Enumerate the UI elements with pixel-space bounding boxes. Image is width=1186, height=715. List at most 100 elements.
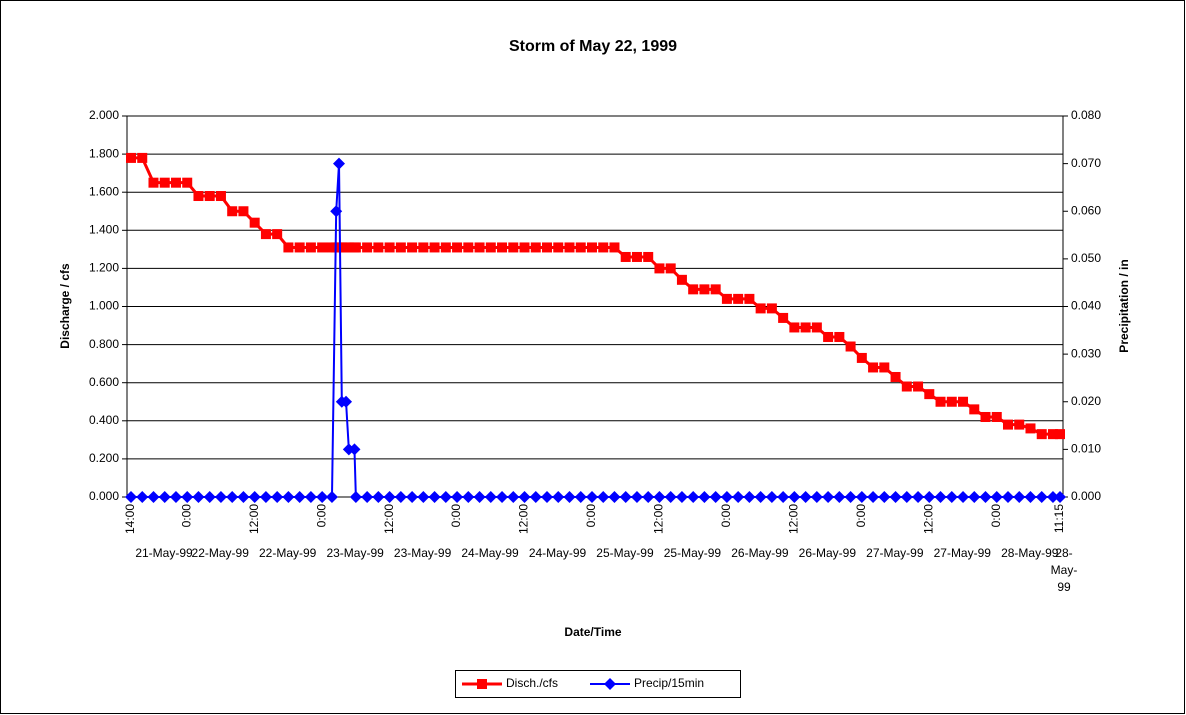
x-axis-title: Date/Time [564,625,621,639]
data-point [260,229,271,240]
x-tick-date: 24-May-99 [528,546,587,560]
data-point [463,242,474,253]
data-point [754,491,767,503]
data-point [237,491,250,503]
y-tick-label: 0.600 [89,375,119,389]
data-point [361,491,374,503]
data-point [643,251,654,262]
data-point [743,491,756,503]
data-point [452,242,463,253]
data-point [519,242,530,253]
data-point [901,381,912,392]
data-point [934,491,947,503]
data-point [1002,419,1013,430]
data-point [563,491,576,503]
data-point [214,491,227,503]
data-point [586,242,597,253]
y2-tick-label: 0.000 [1071,489,1101,503]
data-point [529,491,542,503]
x-tick-label: 14:00 [123,504,137,534]
x-tick-label: 12:00 [247,504,261,534]
data-point [585,491,598,503]
data-point [675,491,688,503]
data-point [283,242,294,253]
x-tick-label: 12:00 [652,504,666,534]
data-point [496,491,509,503]
data-point [879,362,890,373]
data-point [170,177,181,188]
y2-axis-title: Precipitation / in [1117,259,1131,352]
data-point [384,242,395,253]
data-point [304,491,317,503]
data-point [856,352,867,363]
data-point [552,491,565,503]
data-point [159,177,170,188]
y2-tick-label: 0.010 [1071,442,1101,456]
x-tick-date: 23-May-99 [393,546,452,560]
data-point [1035,491,1048,503]
data-point [317,242,328,253]
x-tick-label: 0:00 [179,504,193,528]
y-tick-label: 2.000 [89,108,119,122]
data-point [238,206,249,217]
data-point [935,396,946,407]
data-point [889,491,902,503]
data-point [215,191,226,202]
data-point [1025,423,1036,434]
data-point [946,396,957,407]
data-point [1047,429,1058,440]
data-point [969,404,980,415]
data-point [913,381,924,392]
data-point [193,191,204,202]
data-point [855,491,868,503]
x-tick-label: 11:15 [1052,504,1066,533]
x-tick-label: 0:00 [449,504,463,528]
data-point [429,242,440,253]
x-tick-date: 27-May-99 [933,546,991,560]
data-point [333,157,346,170]
y2-tick-label: 0.050 [1071,251,1101,265]
data-point [833,491,846,503]
data-point [542,242,553,253]
data-point [744,293,755,304]
data-point [330,205,343,218]
data-point [822,491,835,503]
x-tick-date: 28-May-99 [1050,546,1078,594]
legend-marker [604,678,616,690]
y2-tick-label: 0.040 [1071,299,1101,313]
x-tick-date: 25-May-99 [596,546,654,560]
x-tick-date: 26-May-99 [798,546,857,560]
data-point [204,191,215,202]
legend-label: Precip/15min [634,676,704,690]
data-point [834,331,845,342]
data-point [980,411,991,422]
data-point [394,491,407,503]
data-point [383,491,396,503]
data-point [348,443,361,456]
data-point [271,491,284,503]
x-tick-label: 0:00 [854,504,868,528]
data-point [1014,419,1025,430]
data-point [574,491,587,503]
data-point [642,491,655,503]
y-axis-title: Discharge / cfs [58,263,72,349]
data-point [126,152,136,163]
data-point [373,242,384,253]
data-point [508,242,519,253]
y-tick-label: 1.400 [89,222,119,236]
x-tick-date: 28-May-99 [1001,546,1059,560]
data-point [721,293,732,304]
data-point [609,242,620,253]
data-point [890,371,901,382]
data-point [654,263,665,274]
data-point [125,491,137,503]
data-point [259,491,272,503]
data-point [608,491,621,503]
y-tick-label: 1.200 [89,261,119,275]
data-point [148,177,159,188]
y2-tick-label: 0.060 [1071,203,1101,217]
data-point [991,411,1002,422]
x-tick-date: 21-May-99 [135,546,193,560]
data-point [619,491,632,503]
